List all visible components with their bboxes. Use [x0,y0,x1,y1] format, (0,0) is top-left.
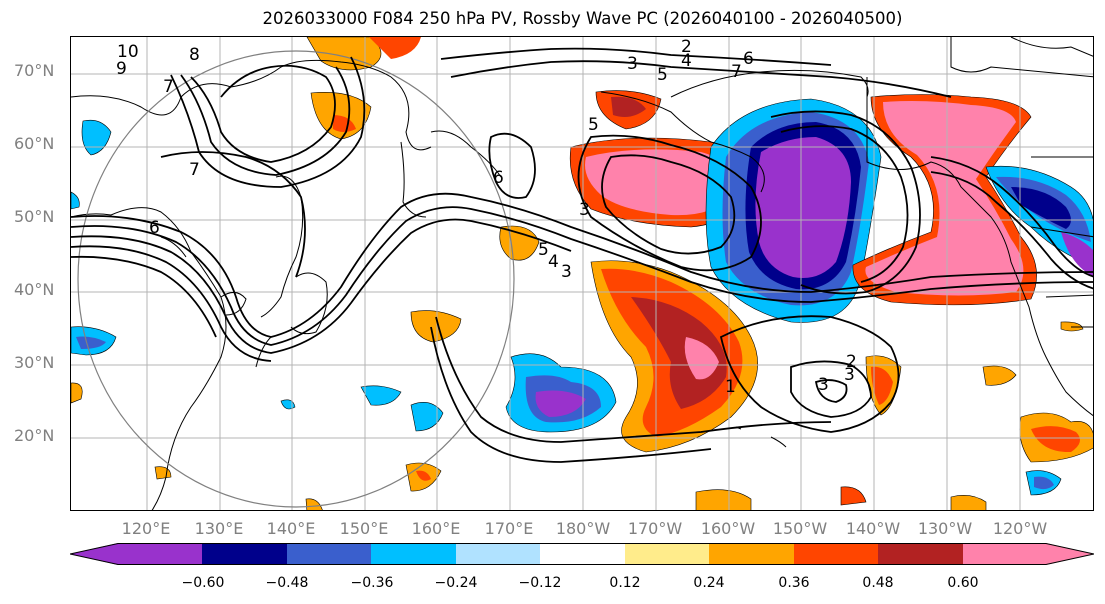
colorbar-tick-neg048: −0.48 [265,575,309,591]
colorbar-tick-neg060: −0.60 [181,575,225,591]
contour-label-7a: 7 [163,77,174,97]
contour-label-3d: 3 [844,365,855,385]
colorbar-svg [69,543,1095,565]
contour-label-3a: 3 [627,54,638,74]
lon-label-180w: 180°W [555,519,611,538]
colorbar-extend-high [1046,543,1094,565]
lon-label-140w: 140°W [845,519,901,538]
contour-label-2a: 2 [681,37,692,57]
colorbar-tick-036: 0.36 [778,575,810,591]
lon-label-130w: 130°W [917,519,973,538]
lon-label-140e: 140°E [266,519,316,538]
colorbar-tick-060: 0.60 [947,575,979,591]
pv-contours [71,47,1093,463]
colorbar-tick-neg012: −0.12 [518,575,562,591]
lon-label-150w: 150°W [772,519,828,538]
contour-label-5a: 5 [657,65,668,85]
contour-label-4b: 4 [548,252,559,272]
lon-label-160e: 160°E [411,519,461,538]
contour-label-5c: 5 [538,240,549,260]
colorbar-segment-3 [371,543,456,565]
contour-label-9: 9 [116,59,127,79]
colorbar-tick-012: 0.12 [609,575,641,591]
colorbar-segment-5 [540,543,625,565]
colorbar-segment-8 [794,543,878,565]
coastlines [71,37,1093,510]
colorbar-segment-6 [625,543,709,565]
map-canvas: 10 9 8 7 2 3 5 4 6 7 7 6 5 3 6 5 4 3 3 3… [71,37,1093,510]
contour-label-6a: 6 [743,49,754,69]
colorbar-segment-10 [963,543,1046,565]
map-panel: 10 9 8 7 2 3 5 4 6 7 7 6 5 3 6 5 4 3 3 3… [70,36,1094,511]
colorbar-tick-neg036: −0.36 [350,575,394,591]
contour-label-4a: 4 [681,51,692,71]
contour-label-3b: 3 [579,200,590,220]
lat-label-30n: 30°N [14,353,55,372]
colorbar-segment-9 [878,543,963,565]
lon-label-120w: 120°W [992,519,1048,538]
colorbar [69,543,1095,565]
lon-label-130e: 130°E [194,519,244,538]
contour-label-10: 10 [117,42,139,62]
lat-label-40n: 40°N [14,280,55,299]
colorbar-segment-7 [709,543,794,565]
colorbar-segment-0 [118,543,202,565]
colorbar-tick-024: 0.24 [693,575,725,591]
lon-label-160w: 160°W [700,519,756,538]
lat-label-50n: 50°N [14,207,55,226]
colorbar-extend-low [70,543,118,565]
contour-label-1: 1 [725,377,736,397]
contour-labels: 10 9 8 7 2 3 5 4 6 7 7 6 5 3 6 5 4 3 3 3… [116,37,857,397]
lon-label-170e: 170°E [484,519,534,538]
contour-label-7b: 7 [731,62,742,82]
contour-label-5b: 5 [588,115,599,135]
map-title: 2026033000 F084 250 hPa PV, Rossby Wave … [262,9,903,28]
colorbar-segment-1 [202,543,287,565]
reference-circle [77,50,515,508]
lon-label-120e: 120°E [121,519,171,538]
contour-label-3e: 3 [818,375,829,395]
contour-label-6b: 6 [149,218,160,238]
lat-label-70n: 70°N [14,61,55,80]
colorbar-segment-4 [456,543,540,565]
contour-label-6c: 6 [493,168,504,188]
lat-label-20n: 20°N [14,426,55,445]
contour-label-3c: 3 [561,262,572,282]
contour-label-2b: 2 [846,352,857,372]
colorbar-tick-048: 0.48 [862,575,894,591]
colorbar-tick-neg024: −0.24 [434,575,478,591]
lon-label-170w: 170°W [627,519,683,538]
lat-label-60n: 60°N [14,134,55,153]
lon-label-150e: 150°E [339,519,389,538]
contour-label-8: 8 [189,45,200,65]
colorbar-segment-2 [287,543,371,565]
contour-label-7c: 7 [189,160,200,180]
graticule [71,37,1093,510]
